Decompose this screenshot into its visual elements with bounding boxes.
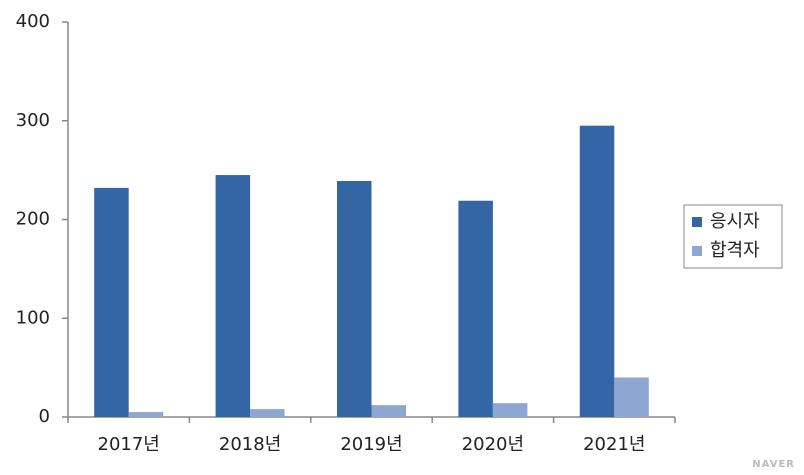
bar [215,175,251,417]
bar [250,409,285,417]
legend-label: 응시자 [710,211,760,232]
bar [94,187,129,417]
bar [337,180,372,417]
x-tick-label: 2017년 [98,434,160,455]
x-tick-label: 2021년 [583,434,645,455]
legend-label: 합격자 [710,240,760,261]
x-tick-label: 2020년 [462,434,524,455]
x-tick-label: 2018년 [219,434,281,455]
legend-swatch [692,217,702,227]
legend-box [683,204,783,269]
watermark: NAVER [752,459,795,470]
bar [128,412,164,417]
bar [579,125,615,417]
bar [614,377,649,417]
y-tick-label: 0 [39,406,50,427]
bar [371,405,406,417]
legend-swatch [692,246,702,256]
y-tick-label: 200 [16,209,50,230]
bar [492,403,528,417]
bar [458,200,493,417]
y-tick-label: 400 [16,11,50,32]
y-tick-label: 100 [16,307,50,328]
x-tick-label: 2019년 [340,434,402,455]
y-tick-label: 300 [16,110,50,131]
